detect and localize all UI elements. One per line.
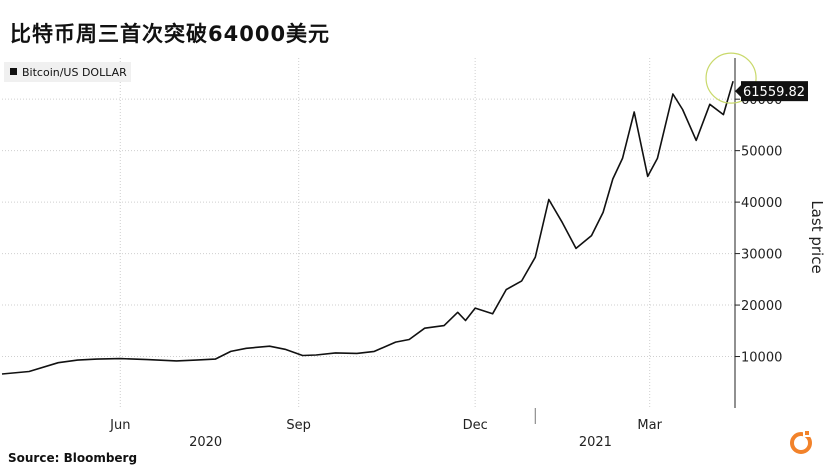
legend-label: Bitcoin/US DOLLAR: [22, 66, 127, 79]
last-value-pointer: [735, 85, 741, 98]
y-axis-label: Last price: [808, 200, 826, 273]
year-label: 2020: [189, 435, 222, 450]
series-line-bitcoin: [1, 80, 734, 375]
year-label: 2021: [579, 435, 612, 450]
last-value-box: [741, 81, 808, 102]
page-title: 比特币周三首次突破64000美元: [10, 22, 331, 46]
y-tick-label: 50000: [741, 145, 782, 160]
legend: Bitcoin/US DOLLAR: [4, 62, 131, 82]
last-value-text: 61559.82: [743, 85, 805, 100]
y-tick-label: 10000: [741, 351, 782, 366]
x-tick-label: Sep: [286, 418, 311, 433]
x-tick-label: Jun: [109, 418, 130, 433]
x-axis-ticks: Jun Sep Dec Mar 2020 2021: [109, 408, 663, 450]
source-note: Source: Bloomberg: [8, 451, 138, 465]
y-tick-label: 40000: [741, 196, 782, 211]
x-tick-label: Dec: [463, 418, 488, 433]
publisher-logo-icon: [790, 430, 812, 454]
y-tick-label: 30000: [741, 248, 782, 263]
legend-swatch: [10, 68, 17, 75]
grid-lines: [2, 58, 735, 408]
last-value-label: 61559.82: [735, 81, 808, 102]
highlight-circle: [705, 52, 757, 104]
y-axis-ticks: 100002000030000400005000060000: [735, 93, 782, 366]
x-tick-label: Mar: [637, 418, 662, 433]
legend-box: [4, 62, 131, 82]
y-tick-label: 20000: [741, 299, 782, 314]
